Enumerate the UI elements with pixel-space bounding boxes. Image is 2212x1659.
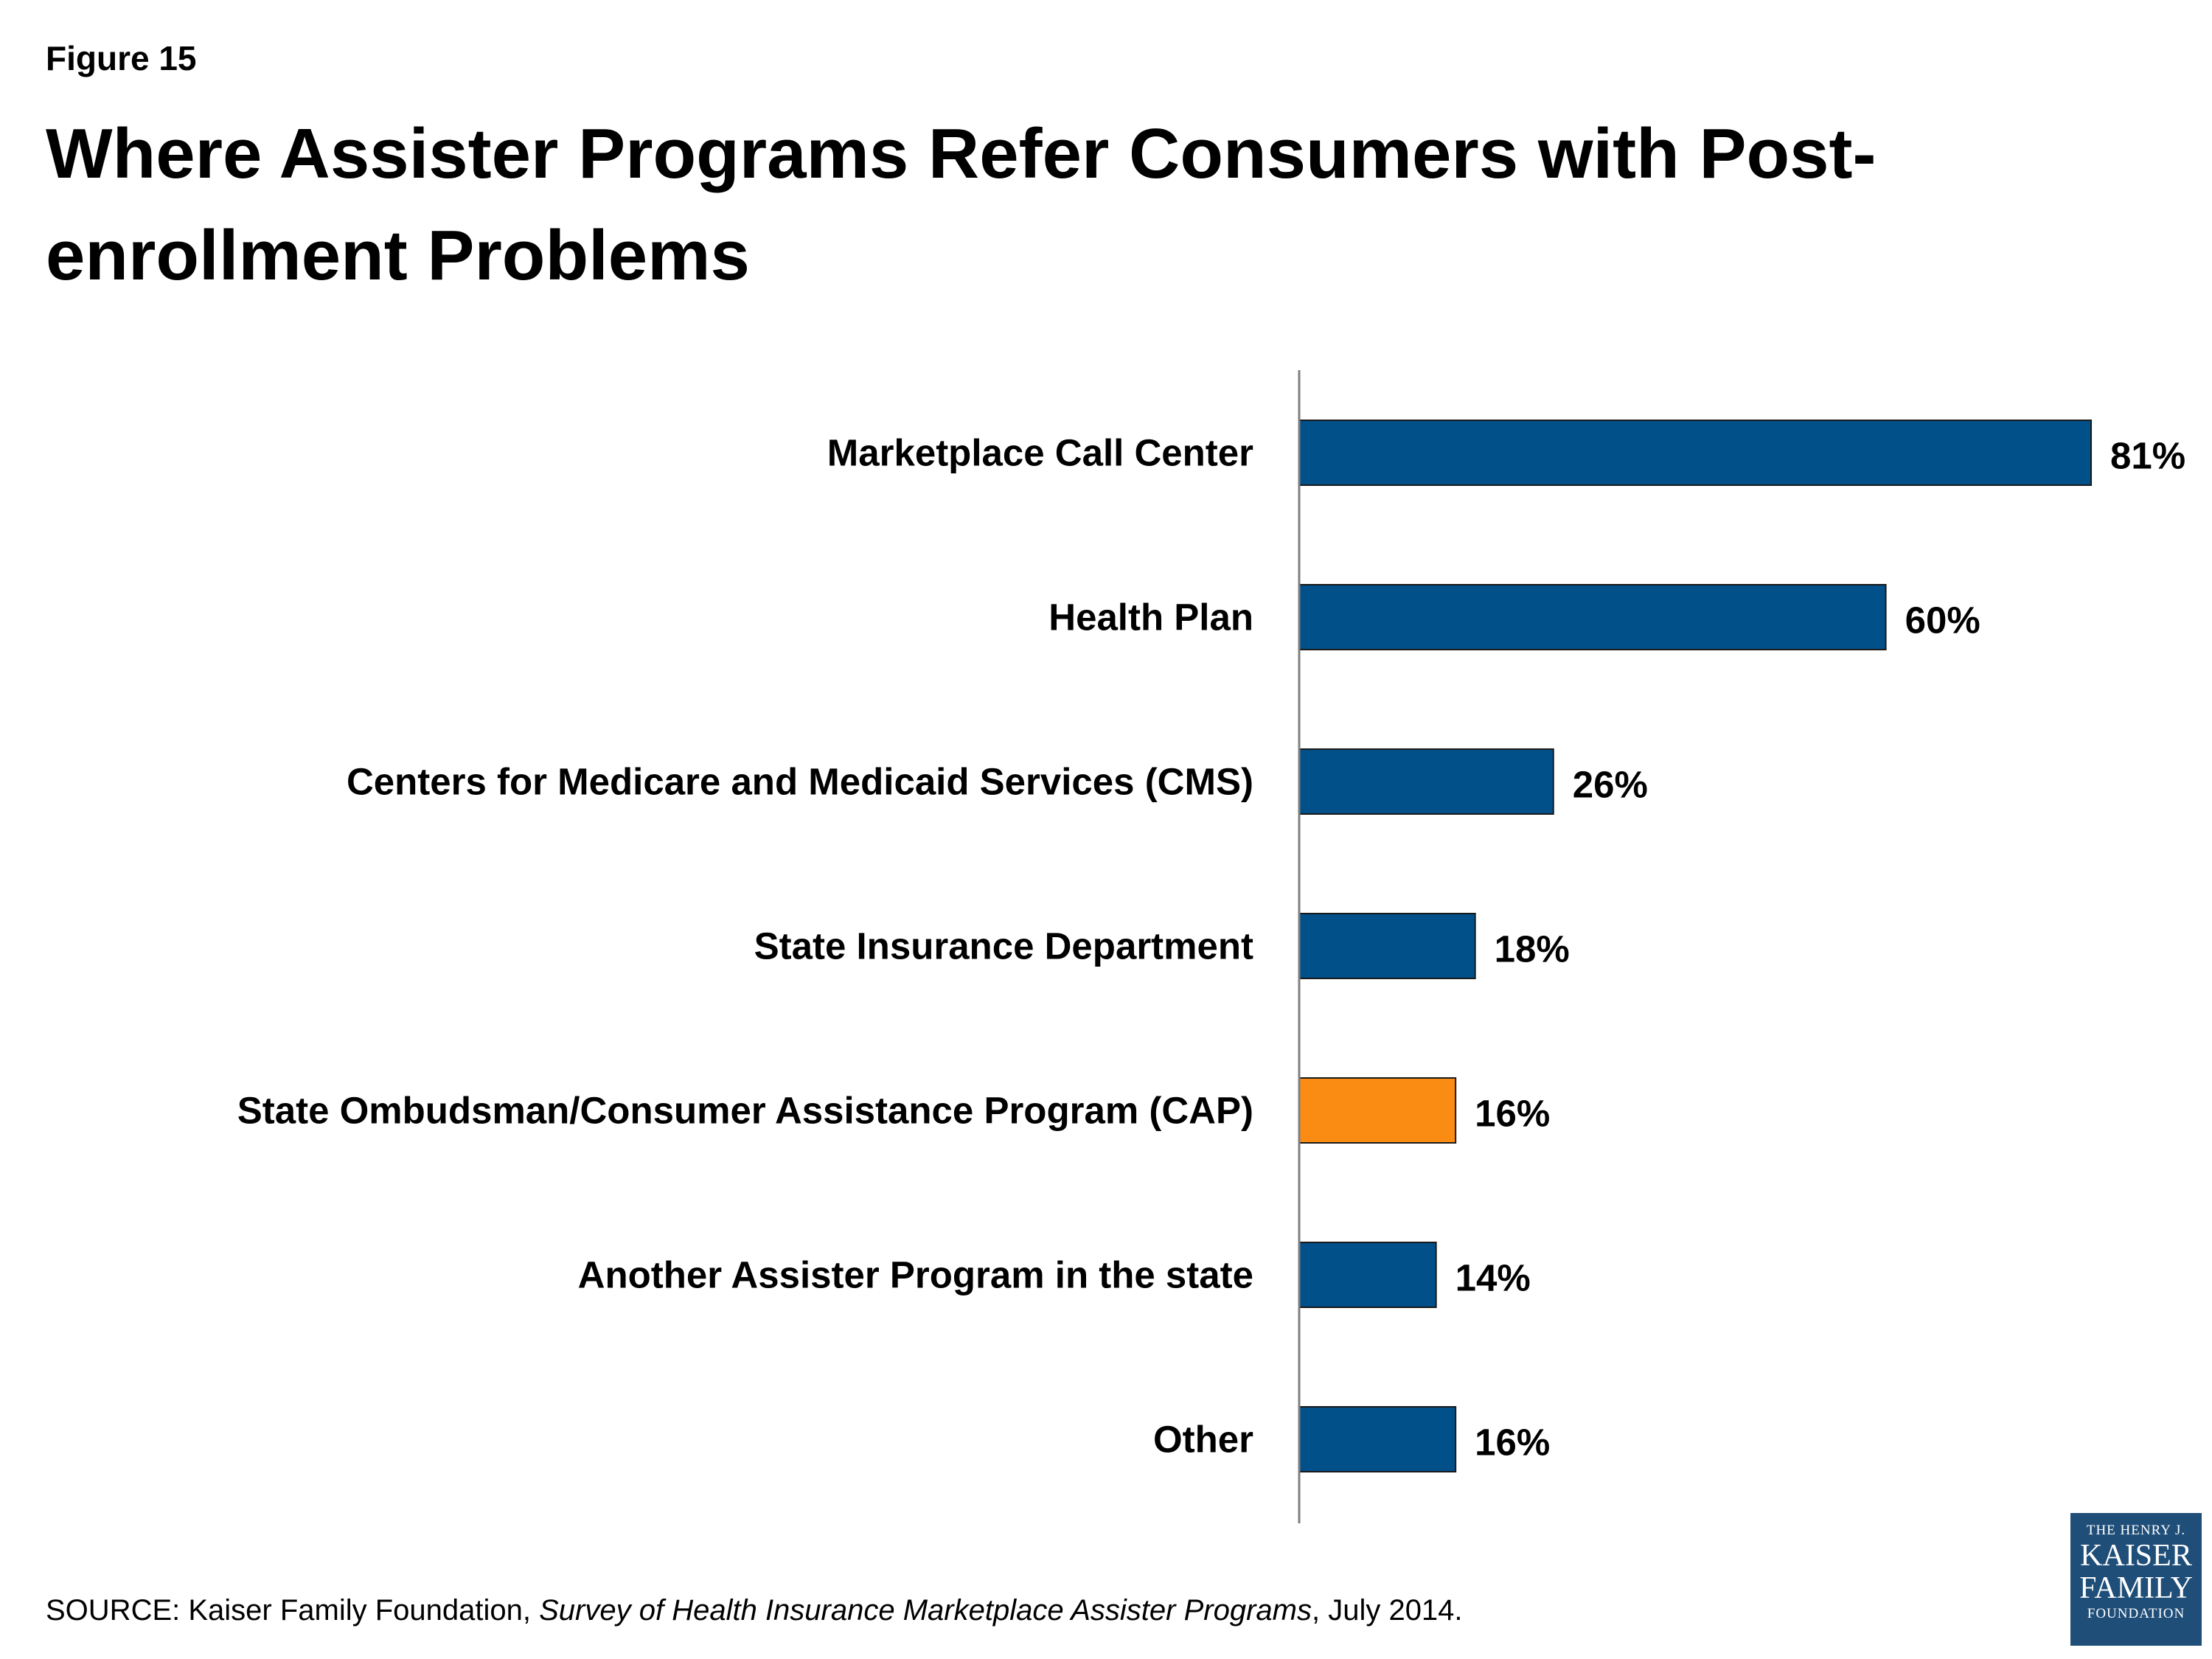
value-label: 16%: [1475, 1422, 1550, 1464]
logo-line-1: THE HENRY J.: [2086, 1523, 2186, 1538]
bar-another-assister-program-in-the-state: [1298, 1242, 1437, 1308]
chart-title: Where Assister Programs Refer Consumers …: [46, 114, 1877, 295]
bars-group: [1298, 420, 2093, 1472]
logo-line-2: KAISER: [2080, 1539, 2192, 1573]
value-label: 60%: [1905, 599, 1980, 641]
source-title: Survey of Health Insurance Marketplace A…: [539, 1594, 1312, 1627]
value-label: 81%: [2110, 435, 2185, 477]
category-label: State Insurance Department: [754, 925, 1253, 967]
bar-centers-for-medicare-and-medicaid-services-cms: [1298, 748, 1554, 815]
bar-health-plan: [1298, 584, 1887, 650]
category-label: Other: [1153, 1419, 1253, 1461]
category-labels-group: Marketplace Call Center Health Plan Center…: [237, 432, 1253, 1461]
bar-state-ombudsman-consumer-assistance-program-cap: [1298, 1077, 1457, 1144]
logo-line-4: FOUNDATION: [2087, 1606, 2185, 1621]
logo-line-3: FAMILY: [2079, 1571, 2193, 1605]
value-label: 18%: [1495, 928, 1570, 970]
bar-marketplace-call-center: [1298, 420, 2093, 486]
value-labels-group: 81% 60% 26% 18% 16% 14% 16%: [1455, 435, 2185, 1464]
figure-label: Figure 15: [46, 39, 197, 77]
bar-state-insurance-department: [1298, 913, 1476, 979]
category-label: Centers for Medicare and Medicaid Servic…: [347, 761, 1253, 803]
source-suffix: , July 2014.: [1311, 1594, 1463, 1627]
category-label: Another Assister Program in the state: [578, 1254, 1253, 1296]
category-label: Health Plan: [1048, 597, 1253, 639]
source-prefix: SOURCE: Kaiser Family Foundation,: [46, 1594, 540, 1627]
value-label: 16%: [1475, 1093, 1550, 1135]
kff-logo: THE HENRY J. KAISER FAMILY FOUNDATION: [2070, 1513, 2202, 1646]
category-label: Marketplace Call Center: [827, 432, 1253, 474]
bar-other: [1298, 1406, 1457, 1472]
source-note: SOURCE: Kaiser Family Foundation, Survey…: [46, 1594, 1463, 1627]
value-label: 14%: [1455, 1257, 1531, 1299]
value-label: 26%: [1573, 764, 1648, 806]
category-label: State Ombudsman/Consumer Assistance Prog…: [237, 1090, 1253, 1132]
